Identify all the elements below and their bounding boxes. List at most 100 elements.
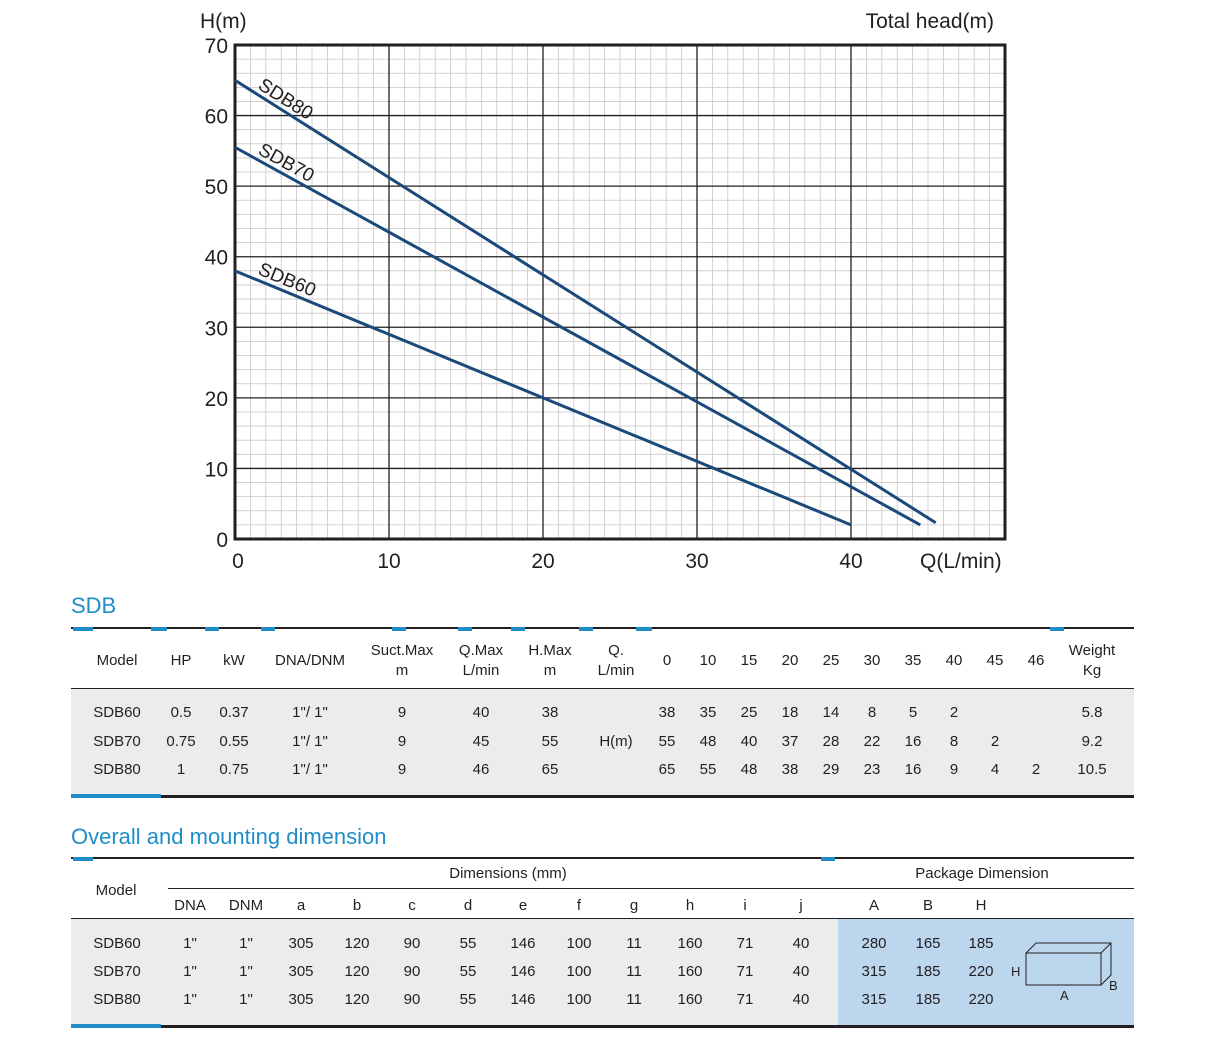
sdb-table-cell: 5.8	[1081, 704, 1103, 721]
dims-table-cell: 1"	[239, 935, 253, 952]
box-label-h: H	[1011, 964, 1020, 979]
dims-table-cell: 160	[677, 935, 703, 952]
dims-table-cell: 160	[677, 963, 703, 980]
dims-table-cell: 55	[459, 963, 477, 980]
dims-header-cell: f	[576, 897, 582, 914]
table-header-rule	[71, 688, 1134, 689]
sdb-table-cell: 9	[397, 733, 407, 750]
series-label-sdb60: SDB60	[255, 259, 319, 301]
dims-table-cell: 90	[403, 935, 421, 952]
y-tick-label: 40	[205, 247, 228, 270]
sdb-table-cell: 28	[822, 733, 840, 750]
pump-curve-chart: 0 10 20 30 40 0 10 20 30 40 50 60 70 SDB80SDB70SDB60…	[200, 10, 1007, 573]
dims-table-cell: 185	[968, 935, 994, 952]
dims-header-cell: c	[408, 897, 416, 914]
series-line-sdb60	[234, 269, 852, 527]
dims-header-cell: i	[743, 897, 747, 914]
dims-header-cell: j	[799, 897, 803, 914]
dims-header-cell: g	[629, 897, 639, 914]
dims-table-cell: 1"	[183, 991, 197, 1008]
tick-labels: 0 10 20 30 40 0 10 20 30 40 50 60 70	[205, 35, 863, 573]
y-tick-label: 60	[205, 106, 228, 129]
dims-table-cell: 71	[736, 991, 754, 1008]
dims-table-cell: 11	[626, 935, 642, 952]
sdb-table-cell: 10.5	[1077, 761, 1107, 778]
sdb-table-cell: H(m)	[599, 733, 633, 750]
sdb-header-cell: 15	[740, 652, 758, 669]
accent-bar	[71, 794, 161, 798]
dims-header-cell: a	[296, 897, 306, 914]
sdb-table-cell: 23	[863, 761, 881, 778]
dims-table-cell: 185	[915, 991, 941, 1008]
dims-table-cell: 71	[736, 963, 754, 980]
model-header: Model	[95, 882, 137, 899]
sdb-table-cell: 25	[740, 704, 758, 721]
sdb-table-cell: 38	[541, 704, 559, 721]
dims-table-cell: 11	[626, 963, 642, 980]
sdb-table-cell: 55	[541, 733, 559, 750]
sdb-table-cell: 37	[781, 733, 799, 750]
sdb-performance-table: Model HP kW DNA/DNM Suct.Max m Q.Max L/min H.Max…	[71, 627, 1134, 799]
sdb-table-cell: 40	[740, 733, 758, 750]
dims-table-cell: 146	[510, 935, 536, 952]
sdb-header-cell: 0	[662, 652, 672, 669]
sdb-table-cell: 16	[904, 761, 922, 778]
dims-header-cell: b	[352, 897, 362, 914]
dims-section-title: Overall and mounting dimension	[71, 824, 387, 849]
dimensions-group-header: Dimensions (mm)	[449, 865, 567, 882]
dims-table-cell: 40	[792, 963, 810, 980]
sdb-table-cell: 55	[658, 733, 676, 750]
x-tick-label: 20	[531, 550, 554, 573]
sdb-header-cell: m	[395, 662, 409, 679]
sdb-table-cell: 48	[740, 761, 758, 778]
minor-grid	[235, 45, 1005, 539]
sdb-header-cell: DNA/DNM	[275, 652, 345, 669]
dims-table-cell: 146	[510, 963, 536, 980]
y-tick-label: 70	[205, 35, 228, 58]
sdb-header-cell: Q.Max	[458, 642, 504, 659]
dims-table-cell: 40	[792, 935, 810, 952]
sdb-table-cell: 1"/ 1"	[292, 761, 328, 778]
dims-table-cell: 71	[736, 935, 754, 952]
dimensions-table: Model Dimensions (mm) Package Dimension …	[71, 857, 1134, 1029]
package-box-icon: H A B	[1011, 942, 1118, 1003]
y-axis-title: H(m)	[200, 10, 247, 33]
sdb-header-cell: kW	[223, 652, 245, 669]
accent-bar	[205, 627, 219, 631]
sdb-header-cell: Q.	[608, 642, 624, 659]
dims-table-cell: 220	[968, 991, 994, 1008]
dims-table-cell: 220	[968, 963, 994, 980]
sdb-table-cell: 45	[472, 733, 490, 750]
sdb-table-cell: 65	[541, 761, 559, 778]
dims-header-cell: DNM	[228, 897, 264, 914]
dims-table-cell: 160	[677, 991, 703, 1008]
accent-bar	[511, 627, 525, 631]
dims-table-cell: 280	[861, 935, 887, 952]
dims-table-cell: 165	[915, 935, 941, 952]
dims-table-cell: 120	[344, 963, 370, 980]
sdb-header-cell: H.Max	[528, 642, 572, 659]
y-tick-label: 20	[205, 388, 228, 411]
sdb-header-cell: L/min	[597, 662, 635, 679]
package-group-header: Package Dimension	[915, 865, 1049, 882]
sdb-header-cell: 45	[986, 652, 1004, 669]
series-line-sdb70	[234, 146, 922, 527]
dims-table-cell: 1"	[239, 963, 253, 980]
sdb-table-cell: 0.5	[170, 704, 192, 721]
dims-table-cell: 305	[288, 991, 314, 1008]
sdb-table-cell: 29	[822, 761, 840, 778]
dims-table-cell: 146	[510, 991, 536, 1008]
sdb-table-cell: 8	[949, 733, 959, 750]
table-bottom-rule	[71, 795, 1134, 798]
sdb-table-cell: 8	[867, 704, 877, 721]
sdb-table-cell: 9	[397, 704, 407, 721]
table-bottom-rule	[71, 1025, 1134, 1028]
sdb-table-cell: 14	[822, 704, 840, 721]
series-line-sdb80	[234, 79, 937, 525]
sdb-table-cell: SDB80	[93, 761, 141, 778]
sdb-table-cell: 2	[990, 733, 1000, 750]
right-title: Total head(m)	[866, 10, 994, 33]
sdb-table-cell: 18	[781, 704, 799, 721]
dims-table-cell: 1"	[183, 935, 197, 952]
